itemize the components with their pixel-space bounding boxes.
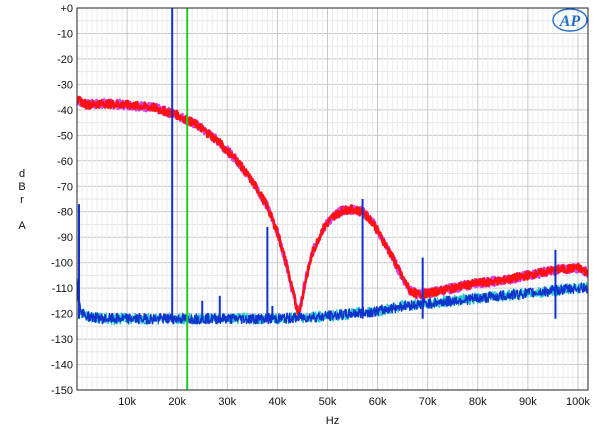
x-tick-label: 70k [419, 396, 437, 408]
x-tick-label: 20k [168, 396, 186, 408]
series-line [77, 278, 588, 325]
ap-logo: AP [552, 8, 588, 32]
y-tick-label: -60 [57, 156, 73, 168]
y-tick-label: -70 [57, 181, 73, 193]
x-tick-label: 60k [369, 396, 387, 408]
x-tick-label: 10k [118, 396, 136, 408]
y-tick-label: -100 [51, 258, 73, 270]
y-tick-label: -140 [51, 360, 73, 372]
y-tick-label: -20 [57, 54, 73, 66]
plot-area [77, 8, 588, 390]
x-tick-label: 90k [519, 396, 537, 408]
y-tick-label: -150 [51, 385, 73, 397]
y-tick-label: -130 [51, 334, 73, 346]
series-line [77, 95, 588, 320]
y-tick-labels: +0 -10 -20 -30 -40 -50 -60 -70 -80 -90 -100 -110 -12… [51, 3, 73, 397]
y-tick-label: -30 [57, 79, 73, 91]
y-tick-label: -90 [57, 232, 73, 244]
x-tick-label: 50k [319, 396, 337, 408]
y-axis-label-char: d [19, 168, 25, 180]
y-tick-label: +0 [60, 3, 73, 15]
grid [77, 7, 589, 391]
x-tick-label: 80k [469, 396, 487, 408]
y-axis-label-char: A [18, 220, 26, 232]
y-tick-label: -50 [57, 130, 73, 142]
y-tick-label: -120 [51, 309, 73, 321]
x-tick-label: 30k [218, 396, 236, 408]
y-axis-label: dBr A [18, 168, 26, 232]
y-tick-label: -40 [57, 105, 73, 117]
x-tick-label: 100k [566, 396, 590, 408]
ap-logo-text: AP [559, 13, 581, 30]
plot-frame [76, 7, 589, 391]
y-axis-label-char: B [18, 181, 25, 193]
x-tick-labels: 10k 20k 30k 40k 50k 60k 70k 80k 90k 100k [118, 396, 590, 408]
y-axis-label-char: r [20, 194, 24, 206]
y-tick-label: -80 [57, 207, 73, 219]
x-tick-label: 40k [269, 396, 287, 408]
x-axis-label: Hz [326, 415, 339, 427]
y-tick-label: -10 [57, 28, 73, 40]
y-tick-label: -110 [52, 283, 73, 295]
